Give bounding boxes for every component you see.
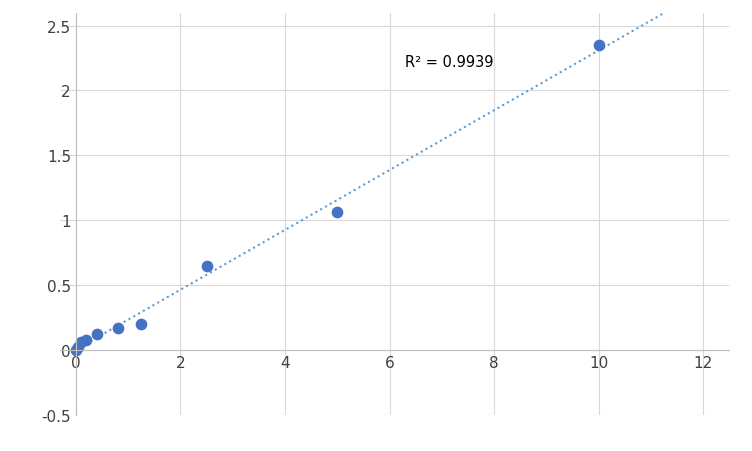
Point bbox=[201, 262, 213, 270]
Point bbox=[332, 209, 344, 216]
Point bbox=[593, 42, 605, 50]
Point bbox=[70, 346, 82, 354]
Point bbox=[75, 339, 87, 346]
Point bbox=[72, 344, 84, 351]
Point bbox=[80, 336, 92, 343]
Point bbox=[111, 325, 123, 332]
Text: R² = 0.9939: R² = 0.9939 bbox=[405, 55, 494, 70]
Point bbox=[91, 331, 103, 338]
Point bbox=[135, 321, 147, 328]
